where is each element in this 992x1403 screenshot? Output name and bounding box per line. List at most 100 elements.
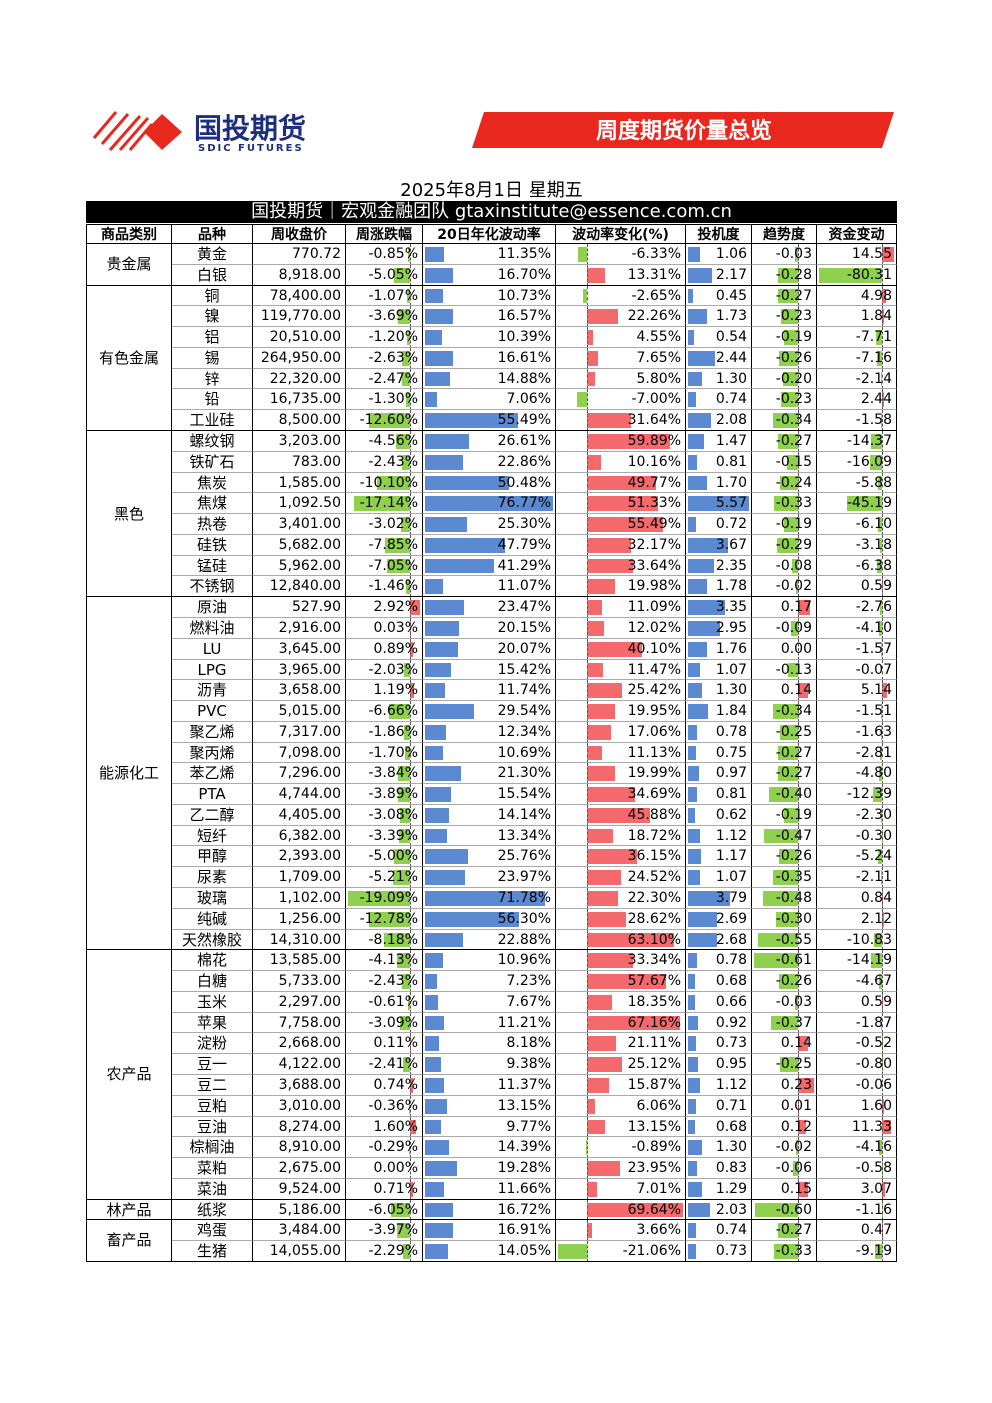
data-bar [400, 807, 411, 823]
cell-text: -1.87 [855, 1014, 892, 1031]
data-bar [425, 974, 438, 989]
axis-line [587, 244, 589, 264]
data-bar [881, 1015, 883, 1031]
cell: 3,965.00 [253, 659, 346, 681]
cell-text: 63.10% [627, 931, 681, 948]
axis-line [797, 971, 799, 991]
axis-line [797, 888, 799, 908]
cell-text: 19.95% [627, 703, 681, 720]
cell: 天然橡胶 [172, 929, 253, 951]
cell-text: 18.35% [627, 993, 681, 1010]
cell: 9.38% [423, 1054, 556, 1075]
cell-text: -4.80 [855, 765, 892, 782]
cell: 0.47 [817, 1220, 897, 1242]
cell-text: 51.33% [627, 495, 681, 512]
cell-text: 11.09% [627, 599, 681, 616]
data-bar [425, 537, 505, 553]
cell: 33.34% [556, 950, 686, 972]
cell-text: 25.42% [627, 682, 681, 699]
axis-line [797, 244, 799, 264]
data-bar [354, 496, 411, 512]
cell: -12.39 [817, 784, 897, 805]
cell: 23.47% [423, 597, 556, 618]
cell-text: -2.65% [631, 287, 681, 304]
data-bar [409, 1140, 411, 1156]
cell-text: 1,256.00 [278, 910, 341, 927]
data-bar [425, 579, 444, 595]
axis-line [587, 285, 589, 306]
cell-text: -0.60 [775, 1201, 812, 1218]
cell: 2.44 [686, 347, 752, 369]
cell-text: 3.35 [715, 599, 747, 616]
cell-text: 0.66 [715, 993, 747, 1010]
cell: -3.97% [346, 1220, 423, 1242]
cell-text: 1.60 [860, 1097, 892, 1114]
data-bar [587, 309, 618, 325]
cell-text: -7.85% [368, 536, 418, 553]
cell: 32.17% [556, 534, 686, 556]
cell-text: 15.87% [627, 1077, 681, 1094]
cell: 3,203.00 [253, 430, 346, 452]
axis-line [882, 306, 884, 327]
cell-text: 7,098.00 [278, 744, 341, 761]
cell: LU [172, 638, 253, 660]
column-header: 品种 [172, 224, 253, 244]
cell: 7.01% [556, 1178, 686, 1200]
cell: -0.19 [752, 327, 817, 348]
cell: 11.37% [423, 1075, 556, 1096]
cell: 1.19% [346, 680, 423, 702]
data-bar [587, 579, 615, 595]
cell-text: -0.25 [775, 1056, 812, 1073]
axis-line [587, 1054, 589, 1075]
axis-line [882, 514, 884, 534]
axis-line [882, 1095, 884, 1116]
axis-line [882, 680, 884, 701]
cell-text: -12.78% [359, 910, 418, 927]
cell-text: 20,510.00 [269, 329, 341, 346]
cell-text: 32.17% [627, 536, 681, 553]
data-bar [778, 745, 798, 761]
cell: 1.47 [686, 430, 752, 452]
cell: 11.21% [423, 1012, 556, 1034]
axis-line [882, 908, 884, 929]
cell: -3.39% [346, 825, 423, 847]
data-bar [558, 1244, 588, 1259]
axis-line [797, 617, 799, 638]
cell: 25.42% [556, 680, 686, 702]
cell: -2.41% [346, 1054, 423, 1075]
axis-line [882, 451, 884, 472]
cell-text: 770.72 [292, 246, 341, 262]
cell: -3.02% [346, 514, 423, 535]
cell: -0.29% [346, 1137, 423, 1159]
axis-line [882, 368, 884, 389]
cell-text: 2,675.00 [278, 1160, 341, 1177]
cell: -0.27 [752, 430, 817, 452]
cell-text: -6.10 [855, 516, 892, 533]
cell: 1.84 [686, 701, 752, 722]
cell-text: 6,382.00 [278, 827, 341, 844]
axis-line [797, 264, 799, 285]
cell: 苹果 [172, 1012, 253, 1034]
cell: -4.56% [346, 430, 423, 452]
cell: 2,916.00 [253, 617, 346, 639]
cell: 78,400.00 [253, 285, 346, 307]
axis-line [587, 659, 589, 680]
cell: 3.66% [556, 1220, 686, 1242]
cell-text: 7,317.00 [278, 723, 341, 740]
cell-text: 28.62% [627, 910, 681, 927]
cell-text: 20.15% [497, 619, 551, 636]
cell-text: 2,668.00 [278, 1035, 341, 1052]
category: 有色金属 [86, 285, 172, 431]
data-bar [797, 600, 810, 615]
data-bar [688, 247, 700, 262]
cell-text: -16.09 [846, 453, 892, 470]
cell: 19.28% [423, 1158, 556, 1179]
data-bar [404, 745, 411, 761]
cell: -4.80 [817, 763, 897, 785]
cell-text: 4.55% [636, 329, 681, 346]
axis-line [882, 1137, 884, 1158]
cell-text: -1.58 [855, 412, 892, 429]
cell: 57.67% [556, 971, 686, 992]
cell-text: 0.47 [860, 1222, 892, 1239]
cell: 短纤 [172, 825, 253, 847]
